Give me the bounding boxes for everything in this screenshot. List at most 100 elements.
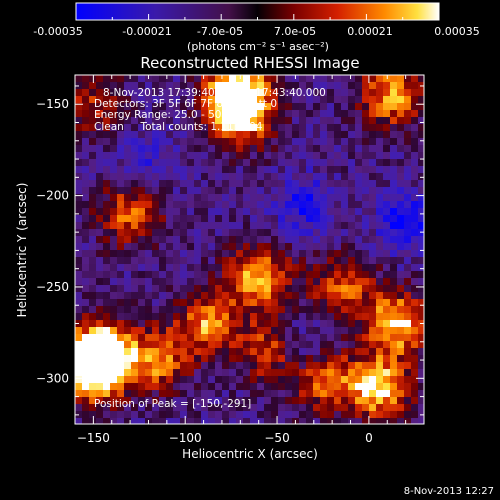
heatmap-cell: [152, 201, 160, 209]
heatmap-cell: [411, 390, 419, 398]
heatmap-cell: [82, 278, 90, 286]
heatmap-cell: [75, 285, 83, 293]
heatmap-cell: [201, 208, 209, 216]
heatmap-cell: [264, 82, 272, 90]
heatmap-cell: [306, 110, 314, 118]
heatmap-cell: [166, 264, 174, 272]
heatmap-cell: [215, 397, 223, 405]
heatmap-cell: [145, 383, 153, 391]
heatmap-cell: [299, 306, 307, 314]
heatmap-cell: [138, 390, 146, 398]
heatmap-cell: [369, 362, 377, 370]
heatmap-cell: [250, 89, 258, 97]
heatmap-cell: [306, 306, 314, 314]
heatmap-cell: [145, 82, 153, 90]
heatmap-cell: [236, 327, 244, 335]
heatmap-cell: [376, 145, 384, 153]
heatmap-cell: [173, 348, 181, 356]
heatmap-cell: [369, 208, 377, 216]
heatmap-cell: [166, 215, 174, 223]
heatmap-cell: [383, 334, 391, 342]
heatmap-cell: [208, 271, 216, 279]
heatmap-cell: [369, 278, 377, 286]
heatmap-cell: [271, 96, 279, 104]
heatmap-cell: [418, 306, 424, 314]
heatmap-cell: [285, 194, 293, 202]
heatmap-cell: [201, 131, 209, 139]
heatmap-cell: [229, 89, 237, 97]
heatmap-cell: [138, 187, 146, 195]
heatmap-cell: [166, 285, 174, 293]
heatmap-cell: [376, 215, 384, 223]
heatmap-cell: [166, 411, 174, 419]
annotation-line: 8-Nov-2013 17:39:40.000 to 17:43:40.000: [103, 87, 326, 99]
heatmap-cell: [201, 117, 209, 125]
heatmap-cell: [159, 166, 167, 174]
heatmap-cell: [82, 159, 90, 167]
heatmap-cell: [250, 201, 258, 209]
heatmap-cell: [292, 159, 300, 167]
heatmap-cell: [236, 278, 244, 286]
heatmap-cell: [117, 278, 125, 286]
heatmap-cell: [348, 299, 356, 307]
heatmap-cell: [355, 173, 363, 181]
heatmap-cell: [376, 180, 384, 188]
heatmap-cell: [187, 250, 195, 258]
heatmap-cell: [89, 243, 97, 251]
heatmap-cell: [334, 229, 342, 237]
heatmap-cell: [229, 271, 237, 279]
heatmap-cell: [327, 75, 335, 83]
heatmap-cell: [201, 187, 209, 195]
heatmap-cell: [285, 222, 293, 230]
heatmap-cell: [117, 362, 125, 370]
heatmap-cell: [152, 369, 160, 377]
heatmap-cell: [264, 341, 272, 349]
heatmap-cell: [320, 89, 328, 97]
heatmap-cell: [299, 285, 307, 293]
heatmap-cell: [341, 327, 349, 335]
heatmap-cell: [306, 152, 314, 160]
heatmap-cell: [404, 215, 412, 223]
heatmap-cell: [285, 355, 293, 363]
heatmap-cell: [208, 376, 216, 384]
heatmap-cell: [124, 313, 132, 321]
colorbar-tick-label: 0.00021: [347, 25, 393, 38]
heatmap-cell: [257, 306, 265, 314]
heatmap-cell: [152, 376, 160, 384]
heatmap-cell: [278, 306, 286, 314]
annotation-line: Detectors: 3F 5F 6F 7F 8F 9F, Att 0: [94, 98, 277, 110]
heatmap-cell: [152, 299, 160, 307]
heatmap-cell: [404, 264, 412, 272]
heatmap-cell: [138, 369, 146, 377]
heatmap-cell: [159, 201, 167, 209]
heatmap-cell: [222, 159, 230, 167]
heatmap-cell: [180, 292, 188, 300]
heatmap-cell: [397, 103, 405, 111]
heatmap-cell: [173, 131, 181, 139]
heatmap-cell: [264, 257, 272, 265]
heatmap-cell: [306, 215, 314, 223]
heatmap-cell: [348, 292, 356, 300]
heatmap-cell: [264, 369, 272, 377]
heatmap-cell: [96, 348, 104, 356]
heatmap-cell: [376, 159, 384, 167]
heatmap-cell: [306, 397, 314, 405]
heatmap-cell: [250, 187, 258, 195]
heatmap-cell: [299, 278, 307, 286]
heatmap-cell: [292, 96, 300, 104]
heatmap-cell: [229, 194, 237, 202]
heatmap-cell: [383, 264, 391, 272]
heatmap-cell: [257, 201, 265, 209]
heatmap-cell: [355, 257, 363, 265]
heatmap-cell: [131, 362, 139, 370]
heatmap-cell: [411, 145, 419, 153]
heatmap-cell: [278, 166, 286, 174]
heatmap-cell: [341, 208, 349, 216]
heatmap-cell: [306, 285, 314, 293]
heatmap-cell: [166, 187, 174, 195]
heatmap-cell: [124, 201, 132, 209]
heatmap-cell: [110, 376, 118, 384]
heatmap-cell: [341, 334, 349, 342]
heatmap-cell: [117, 201, 125, 209]
heatmap-cell: [341, 411, 349, 419]
